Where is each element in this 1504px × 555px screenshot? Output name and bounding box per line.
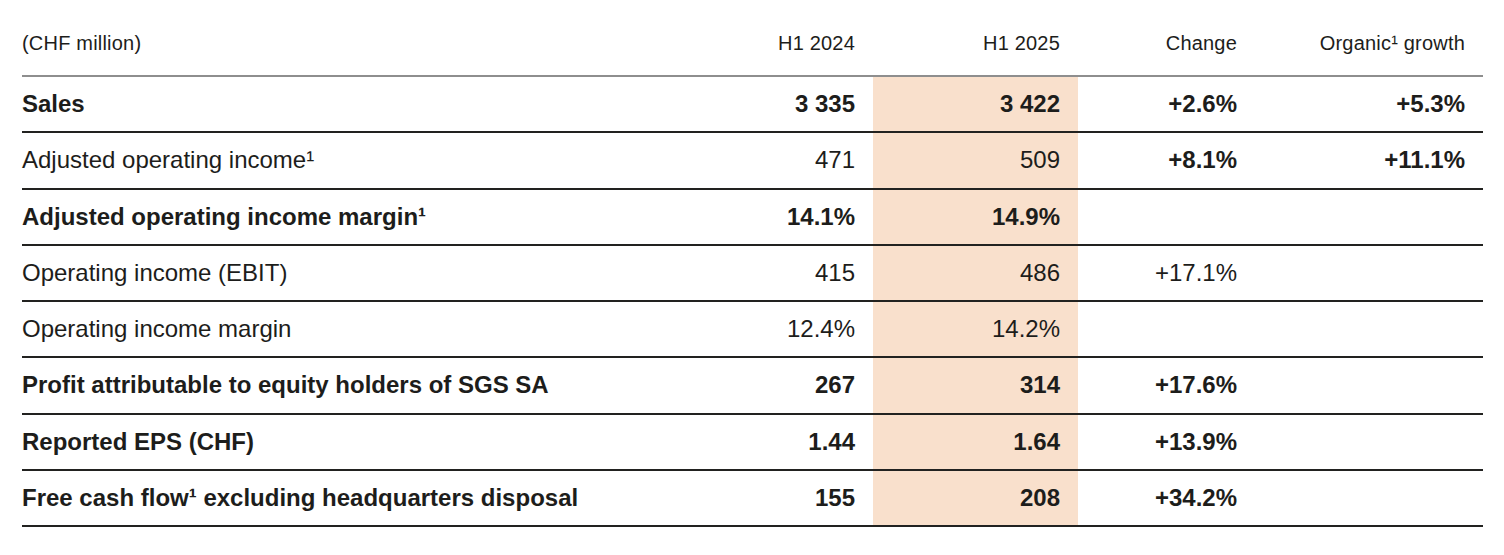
value-organic-growth: +11.1%	[1255, 146, 1483, 174]
value-h1-2025-highlighted: 1.64	[873, 415, 1078, 469]
value-h1-2024: 1.44	[693, 428, 873, 456]
value-change: +13.9%	[1078, 428, 1255, 456]
table-row: Reported EPS (CHF) 1.44 1.64 +13.9%	[22, 415, 1483, 471]
table-body: Sales 3 335 3 422 +2.6% +5.3% Adjusted o…	[22, 77, 1483, 527]
value-change: +17.6%	[1078, 371, 1255, 399]
unit-label: (CHF million)	[22, 32, 693, 55]
table-row: Operating income margin 12.4% 14.2%	[22, 302, 1483, 358]
value-change: +2.6%	[1078, 90, 1255, 118]
row-label: Free cash flow¹ excluding headquarters d…	[22, 484, 693, 512]
row-label: Reported EPS (CHF)	[22, 428, 693, 456]
value-h1-2024: 267	[693, 371, 873, 399]
row-label: Operating income (EBIT)	[22, 259, 693, 287]
column-header-change: Change	[1078, 32, 1255, 55]
row-label: Sales	[22, 90, 693, 118]
row-label: Adjusted operating income¹	[22, 146, 693, 174]
value-h1-2024: 12.4%	[693, 315, 873, 343]
column-header-h1-2025: H1 2025	[873, 32, 1078, 55]
value-h1-2025-highlighted: 208	[873, 471, 1078, 525]
value-h1-2024: 415	[693, 259, 873, 287]
value-change: +8.1%	[1078, 146, 1255, 174]
value-h1-2025-highlighted: 509	[873, 133, 1078, 187]
table-row: Adjusted operating income margin¹ 14.1% …	[22, 190, 1483, 246]
value-h1-2024: 155	[693, 484, 873, 512]
value-h1-2024: 14.1%	[693, 203, 873, 231]
value-h1-2024: 471	[693, 146, 873, 174]
value-h1-2024: 3 335	[693, 90, 873, 118]
row-label: Profit attributable to equity holders of…	[22, 371, 693, 399]
row-label: Adjusted operating income margin¹	[22, 203, 693, 231]
column-header-h1-2024: H1 2024	[693, 32, 873, 55]
value-h1-2025-highlighted: 3 422	[873, 77, 1078, 131]
table-row: Profit attributable to equity holders of…	[22, 358, 1483, 414]
value-h1-2025-highlighted: 486	[873, 246, 1078, 300]
table-header-row: (CHF million) H1 2024 H1 2025 Change Org…	[22, 0, 1483, 77]
value-change: +17.1%	[1078, 259, 1255, 287]
financial-summary-table: (CHF million) H1 2024 H1 2025 Change Org…	[22, 0, 1483, 527]
table-row: Adjusted operating income¹ 471 509 +8.1%…	[22, 133, 1483, 189]
column-header-organic-growth: Organic¹ growth	[1255, 32, 1483, 55]
row-label: Operating income margin	[22, 315, 693, 343]
value-h1-2025-highlighted: 14.9%	[873, 190, 1078, 244]
table-row: Operating income (EBIT) 415 486 +17.1%	[22, 246, 1483, 302]
value-organic-growth: +5.3%	[1255, 90, 1483, 118]
value-h1-2025-highlighted: 14.2%	[873, 302, 1078, 356]
value-h1-2025-highlighted: 314	[873, 358, 1078, 412]
value-change: +34.2%	[1078, 484, 1255, 512]
table-row: Free cash flow¹ excluding headquarters d…	[22, 471, 1483, 527]
table-row: Sales 3 335 3 422 +2.6% +5.3%	[22, 77, 1483, 133]
